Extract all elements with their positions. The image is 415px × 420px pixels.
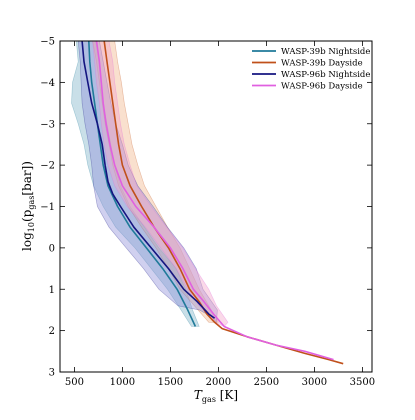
x-tick-label: 3000: [302, 377, 327, 388]
wasp-39b-dayside-band: [92, 41, 219, 323]
y-tick-label: −5: [40, 37, 55, 48]
wasp-96b-nightside-line: [81, 41, 216, 319]
y-tick-label: 0: [49, 243, 55, 254]
y-axis-ticks: −5 −4 −3 −2 −1 0 1 2 3: [40, 37, 372, 379]
x-tick-label: 1500: [158, 377, 183, 388]
y-tick-label: −2: [40, 161, 55, 172]
wasp-96b-dayside-band: [92, 41, 229, 327]
y-tick-label: −4: [40, 78, 55, 89]
y-tick-label: −1: [40, 202, 55, 213]
x-tick-label: 3500: [350, 377, 375, 388]
y-tick-label: 3: [49, 368, 55, 379]
x-axis-title: Tgas [K]: [194, 388, 238, 404]
wasp-39b-dayside-legend-label: WASP-39b Dayside: [281, 59, 363, 69]
wasp-39b-nightside-legend-label: WASP-39b Nightside: [281, 47, 370, 57]
y-axis-title: log10(pgas[bar]): [20, 161, 36, 251]
x-tick-label: 500: [65, 377, 84, 388]
wasp-96b-nightside-band: [77, 41, 218, 324]
wasp-96b-nightside-legend-label: WASP-96b Nightside: [281, 70, 370, 80]
y-tick-label: 2: [49, 326, 55, 337]
y-tick-label: 1: [49, 285, 55, 296]
uncertainty-bands: [66, 41, 229, 327]
x-tick-label: 2000: [206, 377, 231, 388]
x-tick-label: 1000: [110, 377, 135, 388]
y-tick-label: −3: [40, 119, 55, 130]
profile-lines: [81, 41, 344, 365]
wasp-96b-dayside-legend-label: WASP-96b Dayside: [281, 82, 363, 92]
x-axis-ticks: 500 1000 1500 2000 2500 3000 3500: [65, 41, 375, 388]
wasp-96b-dayside-line: [95, 41, 334, 361]
x-tick-label: 2500: [254, 377, 279, 388]
wasp-39b-nightside-line: [88, 41, 197, 327]
